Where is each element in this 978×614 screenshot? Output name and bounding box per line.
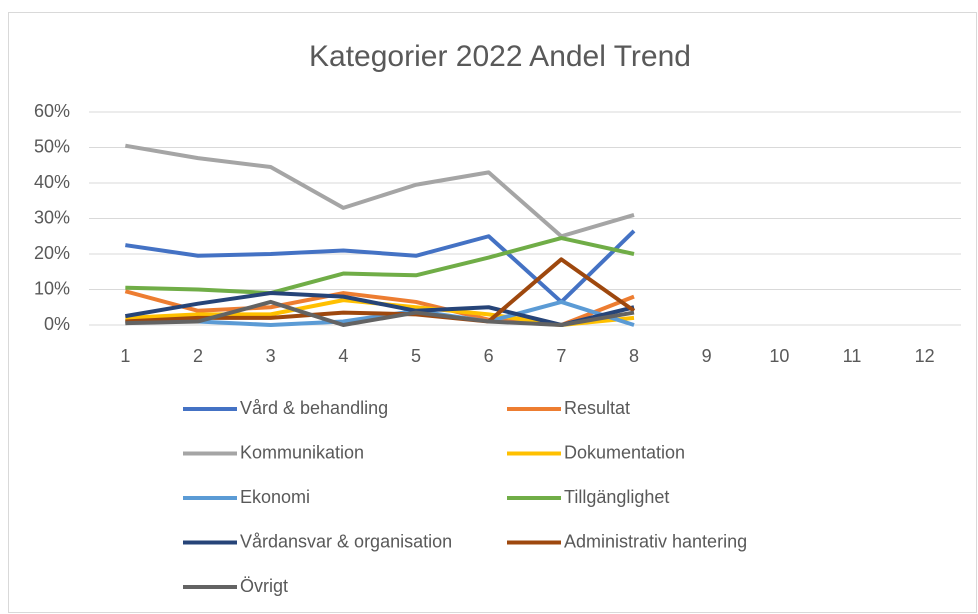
data-line bbox=[125, 229, 636, 304]
data-line bbox=[125, 299, 635, 327]
x-tick-label: 5 bbox=[411, 346, 421, 366]
x-tick-label: 3 bbox=[266, 346, 276, 366]
legend-label: Övrigt bbox=[240, 576, 288, 596]
x-tick-label: 9 bbox=[702, 346, 712, 366]
y-tick-label: 40% bbox=[34, 172, 70, 192]
y-tick-label: 60% bbox=[34, 101, 70, 121]
x-tick-label: 1 bbox=[120, 346, 130, 366]
y-tick-label: 20% bbox=[34, 243, 70, 263]
data-line bbox=[124, 291, 635, 327]
x-tick-label: 4 bbox=[338, 346, 348, 366]
legend-label: Ekonomi bbox=[240, 487, 310, 507]
legend-label: Dokumentation bbox=[564, 442, 685, 462]
x-tick-label: 8 bbox=[629, 346, 639, 366]
x-tick-label: 7 bbox=[556, 346, 566, 366]
legend-label: Vårdansvar & organisation bbox=[240, 531, 452, 551]
data-line bbox=[125, 236, 635, 296]
y-tick-label: 10% bbox=[34, 278, 70, 298]
x-tick-label: 11 bbox=[843, 346, 862, 366]
legend-label: Kommunikation bbox=[240, 442, 364, 462]
legend-label: Administrativ hantering bbox=[564, 531, 747, 551]
x-tick-label: 6 bbox=[484, 346, 494, 366]
chart-title: Kategorier 2022 Andel Trend bbox=[309, 40, 691, 73]
x-tick-label: 2 bbox=[193, 346, 203, 366]
y-tick-label: 0% bbox=[44, 314, 70, 334]
legend-label: Tillgänglighet bbox=[564, 487, 669, 507]
y-tick-label: 50% bbox=[34, 136, 70, 156]
y-tick-label: 30% bbox=[34, 207, 70, 227]
x-tick-label: 10 bbox=[769, 346, 789, 366]
x-tick-label: 12 bbox=[915, 346, 935, 366]
data-line bbox=[125, 299, 635, 327]
legend-label: Resultat bbox=[564, 398, 630, 418]
data-line bbox=[124, 143, 635, 239]
legend-label: Vård & behandling bbox=[240, 398, 388, 418]
